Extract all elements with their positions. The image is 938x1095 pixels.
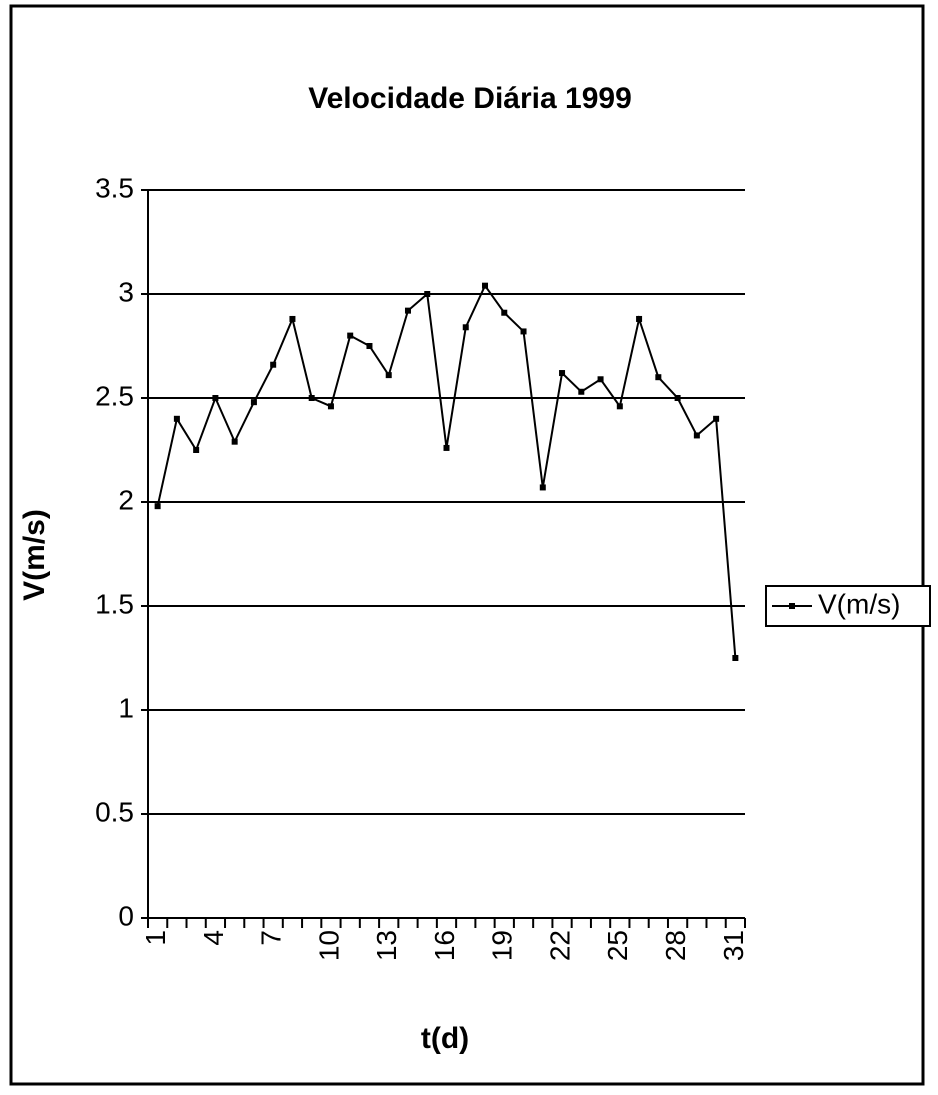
- y-tick-label: 2.5: [95, 380, 134, 411]
- point-marker: [616, 403, 623, 410]
- point-marker: [597, 376, 604, 383]
- y-tick-label: 2: [118, 484, 134, 515]
- y-tick-label: 0: [118, 900, 134, 931]
- point-marker: [674, 395, 681, 401]
- point-marker: [404, 307, 411, 314]
- point-marker: [501, 309, 508, 316]
- point-marker: [462, 324, 469, 331]
- point-marker: [327, 403, 334, 410]
- y-tick-label: 3: [118, 276, 134, 307]
- x-tick-label: 4: [198, 930, 229, 946]
- point-marker: [443, 444, 450, 451]
- point-marker: [173, 415, 180, 422]
- x-tick-label: 13: [371, 930, 402, 961]
- point-marker: [270, 361, 277, 368]
- point-marker: [231, 438, 238, 445]
- y-tick-label: 3.5: [95, 172, 134, 203]
- y-tick-label: 1.5: [95, 588, 134, 619]
- x-tick-label: 7: [256, 930, 287, 946]
- legend-label: V(m/s): [818, 588, 900, 619]
- chart-frame: [9, 4, 925, 1086]
- y-tick-label: 1: [118, 692, 134, 723]
- point-marker: [366, 343, 373, 349]
- x-tick-label: 10: [313, 930, 344, 961]
- x-tick-label: 1: [140, 930, 171, 946]
- point-marker: [385, 372, 392, 379]
- point-marker: [578, 388, 585, 395]
- point-marker: [212, 395, 219, 401]
- point-marker: [539, 484, 546, 491]
- point-marker: [289, 315, 296, 322]
- point-marker: [520, 328, 527, 335]
- point-marker: [154, 503, 161, 510]
- legend-marker: [789, 603, 795, 609]
- x-tick-label: 25: [602, 930, 633, 961]
- point-marker: [482, 282, 489, 289]
- point-marker: [636, 315, 643, 322]
- point-marker: [347, 332, 354, 339]
- chart-title: Velocidade Diária 1999: [308, 82, 632, 115]
- x-tick-label: 19: [487, 930, 518, 961]
- point-marker: [308, 395, 315, 401]
- point-marker: [250, 399, 257, 406]
- point-marker: [424, 291, 431, 297]
- point-marker: [693, 432, 700, 439]
- point-marker: [655, 374, 662, 381]
- x-tick-label: 31: [718, 930, 749, 961]
- point-marker: [732, 655, 739, 661]
- point-marker: [713, 415, 720, 422]
- x-axis-label: t(d): [421, 1022, 469, 1055]
- y-tick-label: 0.5: [95, 796, 134, 827]
- x-tick-label: 22: [544, 930, 575, 961]
- x-tick-label: 16: [429, 930, 460, 961]
- y-axis-label: V(m/s): [18, 509, 51, 601]
- point-marker: [193, 447, 200, 453]
- series-line: [156, 283, 737, 659]
- point-marker: [559, 370, 566, 377]
- x-tick-label: 28: [660, 930, 691, 961]
